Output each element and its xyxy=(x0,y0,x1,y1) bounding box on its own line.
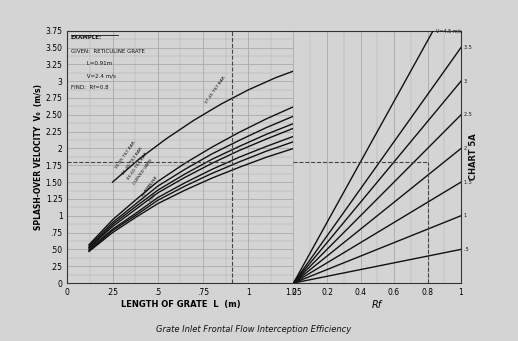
Text: 1.5: 1.5 xyxy=(461,180,472,184)
Text: GIVEN:  RETICULINE GRATE: GIVEN: RETICULINE GRATE xyxy=(71,49,145,54)
Text: V=4.5 m/s: V=4.5 m/s xyxy=(433,28,462,33)
Text: 37-45 TILT BAR: 37-45 TILT BAR xyxy=(205,76,227,105)
Text: P-30: P-30 xyxy=(145,182,153,192)
Text: RETICULINE: RETICULINE xyxy=(141,175,160,197)
Text: 45-85 TILT BAR: 45-85 TILT BAR xyxy=(121,146,143,175)
Text: CHART 5A: CHART 5A xyxy=(469,133,479,180)
Text: 2: 2 xyxy=(461,146,467,151)
X-axis label: Rf: Rf xyxy=(372,300,382,310)
Text: FIND:  Rf=0.8: FIND: Rf=0.8 xyxy=(71,85,109,90)
Text: 3.5: 3.5 xyxy=(461,45,472,50)
Text: EXAMPLE:: EXAMPLE: xyxy=(71,35,102,40)
Text: L=0.91m: L=0.91m xyxy=(71,61,112,66)
Text: .5: .5 xyxy=(461,247,469,252)
Y-axis label: SPLASH-OVER VELOCITY  V₀  (m/s): SPLASH-OVER VELOCITY V₀ (m/s) xyxy=(34,84,42,230)
Text: 3: 3 xyxy=(461,79,467,84)
Text: 2.5: 2.5 xyxy=(461,112,472,117)
Text: Grate Inlet Frontal Flow Interception Efficiency: Grate Inlet Frontal Flow Interception Ef… xyxy=(156,325,351,334)
Text: P-50: P-50 xyxy=(148,192,157,202)
Text: CURVED VANE: CURVED VANE xyxy=(133,158,154,186)
Text: V=2.4 m/s: V=2.4 m/s xyxy=(71,73,116,78)
Text: 30-85 TILT BAR: 30-85 TILT BAR xyxy=(114,141,136,170)
X-axis label: LENGTH OF GRATE  L  (m): LENGTH OF GRATE L (m) xyxy=(121,300,240,309)
Text: 45-60 TILT BAR: 45-60 TILT BAR xyxy=(127,152,149,181)
Text: 1: 1 xyxy=(461,213,467,218)
